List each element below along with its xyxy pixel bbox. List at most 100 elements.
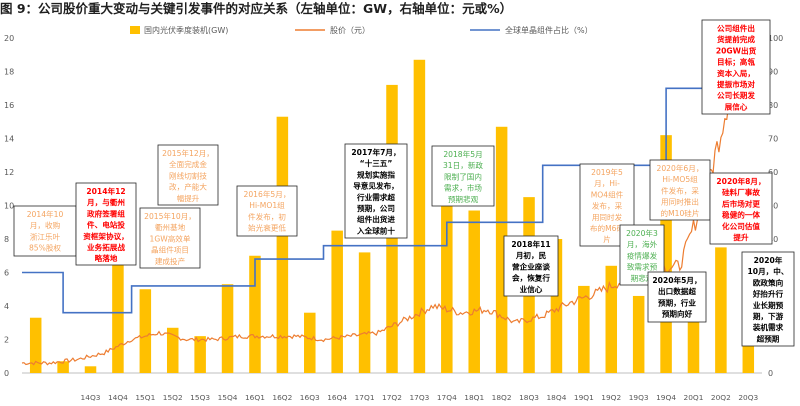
annotation-text: 2020年 [754, 255, 783, 265]
annotation-text: 稳健的一体 [722, 210, 760, 220]
annotation-text: 规划实施指 [357, 169, 395, 179]
annotation-text: 始光衰更低 [248, 223, 286, 233]
x-tick-label: 15Q2 [163, 393, 183, 402]
annotation-text: 2020年6月， [657, 163, 704, 173]
annotation-text: 需求，市场 [444, 183, 482, 193]
annotation-text: 限制了国内 [444, 171, 482, 181]
annotation-text: 会，恢复行 [512, 273, 550, 283]
bar-installation [441, 202, 453, 373]
x-tick-label: 16Q3 [300, 393, 320, 402]
y-left-tick-label: 12 [4, 168, 14, 177]
annotation-text: 2015年10月， [144, 211, 196, 221]
x-tick-label: 16Q1 [245, 393, 265, 402]
x-tick-label: 19Q1 [574, 393, 594, 402]
y-right-tick-label: 40 [768, 235, 778, 244]
annotation-text: 月，与衢州 [86, 197, 125, 207]
annotation-text: 31日，新政 [443, 160, 483, 170]
y-left-tick-label: 8 [4, 235, 9, 244]
annotation-text: 2017年7月， [351, 147, 400, 157]
y-left-tick-label: 2 [4, 336, 9, 345]
legend-swatch-installation [130, 26, 140, 34]
y-right-tick-label: 80 [768, 101, 778, 110]
y-left-tick-label: 0 [4, 369, 9, 378]
annotation-text: 提升 [733, 232, 749, 242]
bar-installation [84, 366, 97, 373]
annotation-text: 资框架协议， [83, 231, 129, 241]
bar-installation [304, 312, 316, 373]
y-left-tick-label: 16 [4, 101, 14, 110]
annotation-text: 欧政策向 [753, 277, 784, 287]
y-right-tick-label: 0 [768, 369, 773, 378]
chart-title: 图 9：公司股价重大变动与关键引发事件的对应关系（左轴单位：GW，右轴单位：元或… [0, 1, 513, 16]
annotation-text: 硅料厂事故 [722, 187, 760, 197]
x-tick-label: 19Q4 [656, 393, 676, 402]
bar-installation [468, 210, 480, 373]
annotation-text: 月，海外 [627, 239, 658, 249]
annotation-text: 资本入局， [717, 68, 755, 78]
annotation-text: 预期向好 [662, 309, 693, 319]
annotation-text: 后市场对更 [722, 198, 760, 208]
bar-installation [632, 295, 645, 373]
x-tick-label: 15Q1 [135, 393, 155, 402]
annotation-text: 件、电站投 [87, 220, 125, 230]
annotation-box [157, 144, 219, 206]
annotation-text: Hi-MO1组 [249, 200, 285, 210]
x-tick-label: 15Q4 [218, 393, 238, 402]
annotation-box [649, 159, 711, 221]
bar-installation [605, 265, 618, 373]
x-tick-label: 18Q4 [546, 393, 566, 402]
annotation-text: 月，Hi- [594, 179, 620, 188]
annotation-text: 业务拓展战 [87, 242, 125, 252]
y-left-tick-label: 14 [4, 135, 14, 144]
annotation-text: 2014年12 [86, 186, 125, 196]
annotation-text: 建成投产 [155, 256, 186, 266]
annotation-text: 组件出货进 [357, 214, 395, 224]
annotation-box [139, 207, 201, 269]
x-tick-label: 20Q3 [738, 393, 758, 402]
annotation-text: 业信心 [520, 284, 543, 294]
x-tick-label: 20Q2 [711, 393, 731, 402]
annotation-text: 疫情爆发 [627, 250, 658, 260]
x-tick-label: 19Q3 [629, 393, 649, 402]
x-tick-label: 17Q4 [437, 393, 457, 402]
bar-installation [660, 135, 672, 373]
annotation-text: 布的M6硅 [590, 223, 625, 233]
y-left-tick-label: 4 [4, 302, 9, 311]
annotation-text: 件发布，初 [248, 211, 286, 221]
x-tick-label: 14Q4 [108, 393, 128, 402]
y-right-tick-label: 60 [768, 168, 778, 177]
annotation-text: 货提前完成 [716, 34, 755, 44]
annotation-text: 月初，民 [515, 250, 547, 260]
annotation-text: 预期悲观 [448, 194, 479, 204]
bar-installation [194, 336, 206, 373]
chart-svg: 0246810121416182001020304050607080901001… [4, 19, 795, 402]
annotation-text: 目标；高瓴 [717, 57, 755, 68]
annotation-text: 用同时推出 [661, 197, 699, 207]
annotation-text: 公司长期发 [717, 90, 755, 100]
annotation-box [701, 19, 771, 115]
x-tick-label: 18Q1 [464, 393, 484, 402]
annotation-text: 提振市场对 [717, 79, 755, 89]
bar-installation [495, 126, 508, 374]
annotation-text: 用同时发 [592, 212, 623, 222]
bar-installation [139, 289, 152, 373]
x-tick-label: 16Q2 [272, 393, 292, 402]
x-tick-label: 18Q2 [492, 393, 512, 402]
bar-installation [249, 255, 261, 373]
annotation-text: 2015年12月， [162, 148, 214, 158]
annotation-text: 的M10硅片 [661, 208, 700, 218]
annotation-text: 致需求预 [627, 262, 658, 272]
bar-installation [57, 361, 69, 373]
annotation-text: 2020年8月， [716, 176, 765, 186]
annotation-text: 发布，采 [592, 201, 623, 211]
annotation-text: MO4组件 [591, 189, 624, 199]
annotation-text: 公司组件出 [717, 23, 755, 33]
annotation-text: 改，产能大 [169, 182, 207, 192]
annotation-text: 好抬升行 [752, 289, 784, 299]
bar-installation [166, 327, 179, 373]
annotation-box [13, 205, 77, 257]
bar-installation [221, 284, 234, 373]
y-left-tick-label: 18 [4, 68, 14, 77]
annotation-text: 行业需求超 [356, 192, 395, 202]
